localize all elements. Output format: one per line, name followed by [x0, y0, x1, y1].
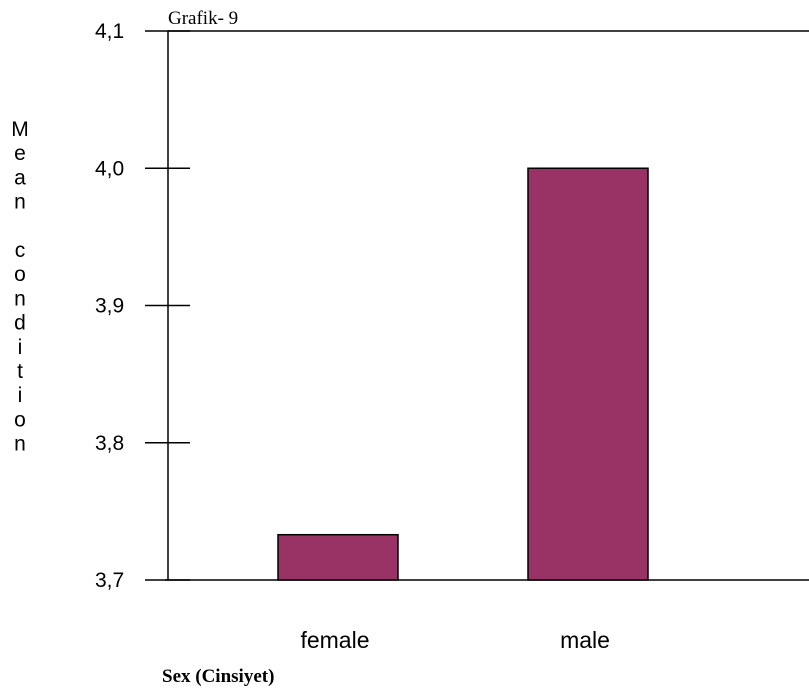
y-axis-label-char: e [14, 142, 26, 165]
x-category-label: female [300, 627, 369, 653]
y-axis-label-char: M [11, 118, 29, 141]
x-axis-label: Sex (Cinsiyet) [162, 666, 274, 687]
y-axis-label-char: c [15, 239, 26, 262]
y-axis-label-char: o [14, 263, 26, 286]
x-category-label: male [560, 627, 610, 653]
y-axis-label-char: a [14, 166, 26, 189]
bars [277, 167, 649, 581]
y-axis-label-char: i [18, 336, 23, 359]
y-tick-label: 3,8 [95, 432, 124, 455]
x-axis-categories: female male [300, 627, 609, 653]
y-axis-label-char: n [14, 433, 26, 456]
plot-frame [165, 30, 809, 581]
y-tick-label: 4,0 [95, 157, 124, 180]
y-axis-label-char: i [18, 384, 23, 407]
y-tick-label: 3,7 [95, 569, 124, 592]
y-axis-label-char: o [14, 408, 26, 431]
y-axis-label-char: d [14, 312, 26, 335]
y-axis-label-char: n [14, 287, 26, 310]
chart-title: Grafik- 9 [168, 8, 238, 29]
y-tick-label: 4,1 [95, 20, 124, 43]
y-axis-label-char: t [17, 360, 23, 383]
y-axis-ticks: 3,7 3,8 3,9 4,0 4,1 [95, 20, 190, 592]
y-tick-label: 3,9 [95, 295, 124, 318]
bar-male [527, 167, 649, 581]
y-axis-label-char: n [14, 191, 26, 214]
bar-female [277, 533, 399, 581]
